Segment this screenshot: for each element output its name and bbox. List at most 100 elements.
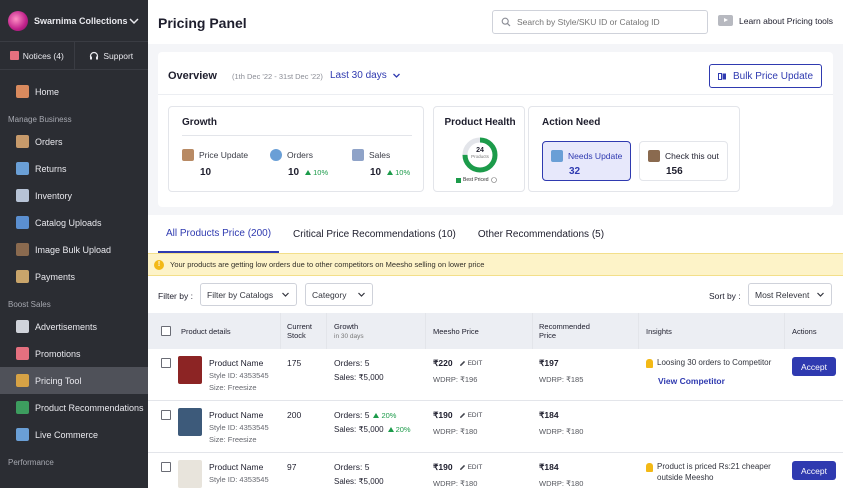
inventory-icon — [16, 189, 29, 202]
page-title: Pricing Panel — [158, 15, 247, 31]
support-label: Support — [103, 50, 134, 61]
info-icon[interactable] — [490, 177, 497, 183]
tab-other-recommendations[interactable]: Other Recommendations (5) — [477, 228, 605, 240]
tab-bar: All Products Price (200) Critical Price … — [158, 215, 618, 253]
product-name[interactable]: Product Name — [209, 358, 264, 368]
accept-button[interactable]: Accept — [792, 357, 836, 376]
growth-orders: Orders: 5 — [334, 462, 370, 472]
metric-label: Sales — [369, 150, 391, 160]
catalog-filter-dropdown[interactable]: Filter by Catalogs — [200, 283, 297, 306]
learn-link[interactable]: Learn about Pricing tools — [718, 15, 833, 26]
tab-all-products[interactable]: All Products Price (200) — [158, 215, 280, 253]
category-filter-dropdown[interactable]: Category — [305, 283, 373, 306]
metric-label: Orders — [287, 150, 313, 160]
arrow-up-icon — [387, 427, 394, 432]
edit-price-button[interactable]: EDIT — [459, 360, 482, 367]
support-button[interactable]: Support — [73, 42, 149, 69]
sidebar-item-label: Advertisements — [35, 321, 98, 332]
trend-value: 10% — [313, 168, 329, 177]
row-checkbox[interactable] — [161, 410, 171, 420]
promotions-icon — [16, 347, 29, 360]
view-competitor-link[interactable]: View Competitor — [658, 376, 725, 386]
meesho-price: ₹220 — [433, 358, 453, 368]
product-thumbnail[interactable] — [178, 460, 202, 488]
sidebar-item-label: Returns — [35, 163, 67, 174]
current-stock: 175 — [287, 358, 302, 368]
brand-switcher[interactable]: Swarnima Collections — [0, 0, 148, 42]
orders-icon — [270, 149, 282, 161]
search-box[interactable] — [492, 10, 708, 34]
sidebar-item-live-commerce[interactable]: Live Commerce — [0, 421, 148, 448]
select-all-checkbox[interactable] — [161, 326, 171, 336]
product-name[interactable]: Product Name — [209, 410, 264, 420]
headset-icon — [90, 51, 99, 59]
notices-button[interactable]: Notices (4) — [0, 42, 74, 69]
accept-button[interactable]: Accept — [792, 461, 836, 480]
health-unit: Products — [471, 154, 489, 159]
dropdown-value: Category — [312, 289, 347, 300]
growth-orders: Orders: 5 — [334, 358, 370, 368]
product-style-id: Style ID: 4353545 — [209, 371, 269, 380]
products-panel: All Products Price (200) Critical Price … — [148, 215, 843, 488]
sidebar-item-label: Pricing Tool — [35, 375, 82, 386]
learn-label: Learn about Pricing tools — [739, 15, 834, 26]
sort-dropdown[interactable]: Most Relevent — [748, 283, 832, 306]
recommended-wdrp: WDRP: ₹180 — [539, 479, 584, 488]
payments-icon — [16, 270, 29, 283]
product-style-id: Style ID: 4353545 — [209, 423, 269, 432]
sidebar-item-product-recommendations[interactable]: Product Recommendations — [0, 394, 148, 421]
growth-card: Growth Price Update 10 Orders 10 10% — [168, 106, 424, 192]
row-checkbox[interactable] — [161, 358, 171, 368]
trend-value: 20% — [395, 425, 411, 434]
action-need-title: Action Need — [542, 117, 601, 128]
trend-value: 10% — [395, 168, 411, 177]
growth-sales: Sales: ₹5,000 — [334, 425, 384, 434]
sidebar-item-inventory[interactable]: Inventory — [0, 182, 148, 209]
metric-sales: Sales 10 10% — [352, 149, 410, 178]
product-thumbnail[interactable] — [178, 408, 202, 436]
table-row: Product Name Style ID: 4353545 Size: Frees… — [148, 349, 843, 401]
insight: Loosing 30 orders to Competitor — [646, 358, 786, 369]
tile-label: Check this out — [665, 151, 719, 161]
metric-orders: Orders 10 10% — [270, 149, 328, 178]
growth-orders: Orders: 5 — [334, 410, 370, 420]
sidebar-item-payments[interactable]: Payments — [0, 263, 148, 290]
edit-price-button[interactable]: EDIT — [459, 464, 482, 471]
arrow-up-icon — [373, 412, 380, 418]
product-size: Size: Freesize — [209, 435, 257, 444]
sidebar-item-pricing-tool[interactable]: Pricing Tool — [0, 367, 148, 394]
recommended-price: ₹197 — [539, 358, 559, 368]
sidebar-item-promotions[interactable]: Promotions — [0, 340, 148, 367]
overview-date-range: (1th Dec '22 - 31st Dec '22) — [232, 72, 323, 81]
sidebar-item-image-bulk-upload[interactable]: Image Bulk Upload — [0, 236, 148, 263]
sidebar-item-home[interactable]: Home — [0, 78, 148, 105]
sidebar-item-returns[interactable]: Returns — [0, 155, 148, 182]
trend-up: 20% — [373, 411, 396, 420]
section-label-performance: Performance — [8, 457, 54, 467]
row-checkbox[interactable] — [161, 462, 171, 472]
growth-sales: Sales: ₹5,000 — [334, 477, 384, 486]
sidebar-item-catalog-uploads[interactable]: Catalog Uploads — [0, 209, 148, 236]
current-stock: 200 — [287, 410, 302, 420]
check-this-out-tile[interactable]: Check this out 156 — [639, 141, 728, 181]
column-header-product: Product details — [181, 326, 231, 336]
needs-update-tile[interactable]: Needs Update 32 — [542, 141, 631, 181]
column-header-actions: Actions — [792, 326, 817, 336]
period-dropdown[interactable]: Last 30 days — [330, 70, 401, 81]
donut-arc-best-priced — [462, 137, 498, 173]
sidebar-item-orders[interactable]: Orders — [0, 128, 148, 155]
insight: Product is priced Rs:21 cheaper outside … — [646, 462, 786, 484]
bulk-price-update-button[interactable]: Bulk Price Update — [709, 64, 822, 88]
section-label-manage: Manage Business — [8, 114, 72, 124]
trend-up: 20% — [387, 425, 411, 434]
brand-logo — [8, 10, 28, 31]
sidebar-item-advertisements[interactable]: Advertisements — [0, 313, 148, 340]
product-size: Size: Freesize — [209, 383, 257, 392]
table-row: Product Name Style ID: 4353545 97 Orders: 5… — [148, 453, 843, 488]
sidebar-item-label: Payments — [35, 271, 76, 282]
edit-price-button[interactable]: EDIT — [459, 412, 482, 419]
product-name[interactable]: Product Name — [209, 462, 264, 472]
search-input[interactable] — [517, 17, 697, 27]
product-thumbnail[interactable] — [178, 356, 202, 384]
tab-critical-recommendations[interactable]: Critical Price Recommendations (10) — [293, 228, 456, 240]
